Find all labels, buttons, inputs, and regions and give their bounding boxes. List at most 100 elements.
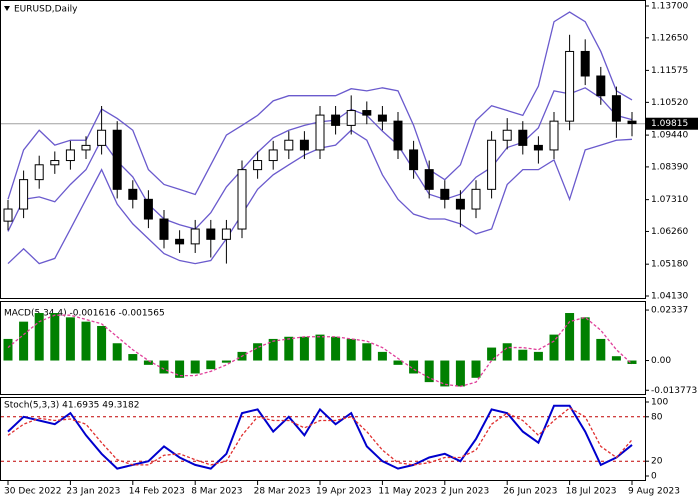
candle-body xyxy=(50,160,60,166)
candle-body xyxy=(315,114,325,151)
candle-body xyxy=(81,144,91,151)
macd-bar xyxy=(143,360,153,365)
x-tick-label: 30 Dec 2022 xyxy=(4,487,62,497)
bollinger-band xyxy=(7,11,633,200)
candle-body xyxy=(190,228,200,245)
candle-body xyxy=(533,144,543,151)
macd-bar xyxy=(65,317,75,361)
macd-bar xyxy=(596,338,606,361)
candle-body xyxy=(253,160,263,171)
macd-bar xyxy=(331,336,341,361)
macd-bar xyxy=(97,325,107,361)
candle-body xyxy=(424,169,434,190)
x-tick-label: 26 Jun 2023 xyxy=(503,487,557,497)
macd-bar xyxy=(3,338,13,361)
candle-body xyxy=(268,149,278,162)
y-tick-label: 1.12650 xyxy=(651,33,688,43)
y-tick-label: 1.05180 xyxy=(651,260,688,270)
x-tick-label: 19 Apr 2023 xyxy=(316,487,372,497)
macd-bar xyxy=(518,349,528,361)
y-tick-label: 1.08390 xyxy=(651,162,688,172)
last-price-label: 1.09815 xyxy=(651,119,688,129)
macd-bar xyxy=(34,313,44,361)
y-tick-label: 80 xyxy=(651,412,663,422)
menu-arrow[interactable] xyxy=(4,6,10,11)
y-tick-label: -0.013773 xyxy=(651,386,697,396)
candle-body xyxy=(487,139,497,190)
signal-line xyxy=(7,407,633,466)
candle-body xyxy=(549,120,559,151)
y-tick-label: 1.09440 xyxy=(651,131,688,141)
candle-body xyxy=(65,149,75,162)
candle-body xyxy=(471,188,481,210)
y-tick-label: 0.00 xyxy=(651,356,671,366)
candle-body xyxy=(19,179,29,210)
macd-panel xyxy=(0,301,646,395)
y-tick-label: 20 xyxy=(651,457,663,467)
macd-bar xyxy=(424,360,434,383)
symbol-title: EURUSD,Daily xyxy=(14,5,78,15)
candle-body xyxy=(112,129,122,190)
x-tick-label: 23 Jan 2023 xyxy=(66,487,120,497)
y-tick-label: 1.04130 xyxy=(651,292,688,302)
x-tick-label: 11 May 2023 xyxy=(378,487,437,497)
candle-body xyxy=(284,139,294,151)
candle-body xyxy=(377,114,387,122)
macd-bar xyxy=(502,343,512,361)
macd-bar xyxy=(346,338,356,361)
candle-body xyxy=(159,218,169,240)
x-tick-label: 8 Mar 2023 xyxy=(191,487,242,497)
macd-bar xyxy=(533,351,543,361)
macd-bar xyxy=(299,336,309,361)
candle-body xyxy=(206,228,216,240)
macd-bar xyxy=(128,354,138,361)
candle-body xyxy=(393,120,403,151)
candle-body xyxy=(440,188,450,200)
macd-bar xyxy=(112,343,122,361)
macd-bar xyxy=(455,360,465,387)
candle-body xyxy=(34,164,44,181)
candle-body xyxy=(409,149,419,171)
macd-bar xyxy=(440,360,450,387)
macd-bar xyxy=(50,313,60,361)
y-tick-label: 100 xyxy=(651,398,668,408)
candle-body xyxy=(502,129,512,141)
y-tick-label: 1.11575 xyxy=(651,66,688,76)
macd-bar xyxy=(19,321,29,361)
stoch-panel xyxy=(0,397,646,481)
macd-bar xyxy=(549,334,559,361)
main-line xyxy=(7,404,633,470)
macd-bar xyxy=(268,338,278,361)
y-tick-label: 1.10520 xyxy=(651,98,688,108)
macd-bar xyxy=(471,360,481,378)
macd-bar xyxy=(565,313,575,361)
y-tick-label: 1.13700 xyxy=(651,2,688,12)
candle-body xyxy=(580,50,590,77)
candle-body xyxy=(143,198,153,220)
macd-bar xyxy=(284,336,294,361)
macd-bar xyxy=(377,351,387,361)
candle-body xyxy=(455,198,465,210)
candle-body xyxy=(331,114,341,126)
y-tick-label: 1.07310 xyxy=(651,195,688,205)
macd-bar xyxy=(487,347,497,361)
x-tick-label: 18 Jul 2023 xyxy=(566,487,617,497)
x-tick-label: 9 Aug 2023 xyxy=(628,487,680,497)
price-panel xyxy=(0,0,646,299)
candle-body xyxy=(596,75,606,97)
candle-body xyxy=(346,110,356,126)
macd-bar xyxy=(221,360,231,363)
macd-bar xyxy=(81,321,91,361)
candle-body xyxy=(175,238,185,245)
y-tick-label: 0.02337 xyxy=(651,306,688,316)
candle-body xyxy=(3,208,13,222)
macd-bar xyxy=(190,360,200,374)
candle-body xyxy=(518,129,528,146)
macd-bar xyxy=(627,360,637,364)
stoch-title: Stoch(5,3,3) 41.6935 49.3182 xyxy=(4,401,139,411)
candle-body xyxy=(565,50,575,122)
x-tick-label: 28 Mar 2023 xyxy=(254,487,311,497)
candle-body xyxy=(97,129,107,146)
